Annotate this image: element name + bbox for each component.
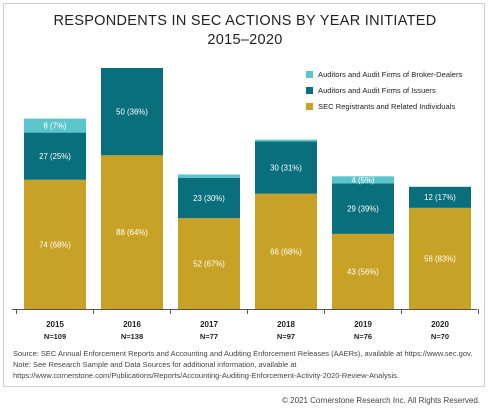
bar-segment xyxy=(332,176,394,184)
bar-segment xyxy=(255,141,317,194)
bar-segment xyxy=(178,218,240,309)
data-label: 8 (7%) xyxy=(44,122,67,131)
data-label: 50 (36%) xyxy=(116,108,148,117)
data-label: 4 (5%) xyxy=(352,176,375,185)
legend: Auditors and Audit Firms of Broker-Deale… xyxy=(306,66,462,114)
data-label: 66 (68%) xyxy=(270,247,302,256)
legend-item-registrants: SEC Registrants and Related Individuals xyxy=(306,98,462,114)
chart-title: RESPONDENTS IN SEC ACTIONS BY YEAR INITI… xyxy=(53,13,437,29)
data-label: 27 (25%) xyxy=(39,152,71,161)
note-url-line: https://www.cornerstone.com/Publications… xyxy=(13,370,399,380)
bar-segment xyxy=(332,233,394,309)
x-tick-count: N=138 xyxy=(121,332,143,341)
legend-label-registrants: SEC Registrants and Related Individuals xyxy=(318,101,456,111)
data-label: 30 (31%) xyxy=(270,164,302,173)
bar-segment xyxy=(255,193,317,309)
x-tick-count: N=77 xyxy=(200,332,218,341)
legend-label-issuers: Auditors and Audit Firms of Issuers xyxy=(318,85,436,95)
x-tick-count: N=76 xyxy=(354,332,372,341)
data-label: 12 (17%) xyxy=(424,193,456,202)
source-note: Source: SEC Annual Enforcement Reports a… xyxy=(13,349,483,381)
bar-segment xyxy=(178,174,240,178)
bar-segment xyxy=(409,186,471,208)
legend-swatch-issuers xyxy=(306,86,313,94)
legend-item-broker: Auditors and Audit Firms of Broker-Deale… xyxy=(306,66,462,82)
data-label: 29 (39%) xyxy=(347,205,379,214)
bar-segment xyxy=(101,68,163,156)
x-tick-count: N=97 xyxy=(277,332,295,341)
x-tick-label: 2019 xyxy=(354,320,372,329)
copyright: © 2021 Cornerstone Research Inc. All Rig… xyxy=(282,396,480,405)
legend-item-issuers: Auditors and Audit Firms of Issuers xyxy=(306,82,462,98)
data-label: 52 (67%) xyxy=(193,260,225,269)
legend-swatch-registrants xyxy=(306,102,313,110)
x-tick-count: N=109 xyxy=(44,332,66,341)
legend-label-broker: Auditors and Audit Firms of Broker-Deale… xyxy=(318,69,463,79)
legend-swatch-broker xyxy=(306,70,313,78)
bar-segment xyxy=(255,139,317,142)
x-tick-label: 2020 xyxy=(431,320,449,329)
chart-subtitle: 2015–2020 xyxy=(207,32,283,48)
x-tick-label: 2016 xyxy=(123,320,141,329)
x-tick-label: 2015 xyxy=(46,320,64,329)
bar-segment xyxy=(24,118,86,133)
note-line: Note: See Research Sample and Data Sourc… xyxy=(13,359,297,369)
bar-segment xyxy=(24,132,86,180)
bar-segment xyxy=(332,183,394,234)
bar-segment xyxy=(409,207,471,309)
bar-segment xyxy=(101,155,163,309)
data-label: 88 (64%) xyxy=(116,228,148,237)
x-tick-label: 2017 xyxy=(200,320,218,329)
x-tick-count: N=70 xyxy=(431,332,449,341)
data-label: 23 (30%) xyxy=(193,194,225,203)
source-line: Source: SEC Annual Enforcement Reports a… xyxy=(13,349,473,358)
bar-segment xyxy=(24,179,86,309)
bar-segment xyxy=(178,178,240,219)
x-tick-label: 2018 xyxy=(277,320,295,329)
data-label: 43 (56%) xyxy=(347,268,379,277)
data-label: 74 (68%) xyxy=(39,240,71,249)
data-label: 58 (83%) xyxy=(424,254,456,263)
